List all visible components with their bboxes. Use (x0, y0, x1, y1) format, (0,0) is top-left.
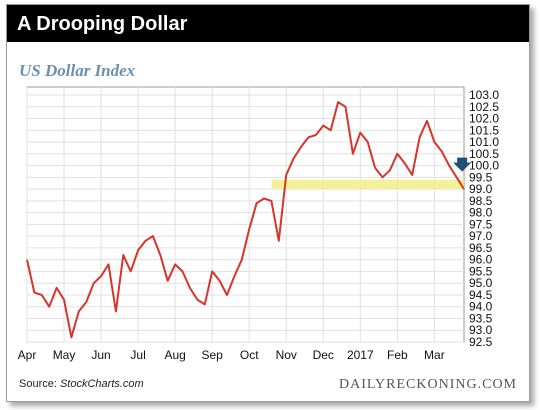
y-tick-label: 98.0 (469, 206, 493, 220)
x-tick-label: Apr (18, 348, 37, 362)
x-tick-label: Jun (91, 348, 110, 362)
x-tick-label: Sep (201, 348, 223, 362)
y-tick-label: 97.0 (469, 229, 493, 243)
x-tick-label: May (53, 348, 76, 362)
y-tick-label: 102.5 (469, 100, 499, 114)
y-tick-label: 94.5 (469, 288, 493, 302)
y-tick-label: 97.5 (469, 217, 493, 231)
x-tick-label: Oct (240, 348, 259, 362)
title-bar: A Drooping Dollar (7, 5, 529, 42)
y-tick-label: 95.0 (469, 276, 493, 290)
x-tick-label: 2017 (347, 348, 374, 362)
y-tick-label: 100.0 (469, 159, 499, 173)
y-tick-label: 93.5 (469, 311, 493, 325)
y-tick-label: 94.0 (469, 300, 493, 314)
y-tick-label: 93.0 (469, 323, 493, 337)
dollar-index-line (26, 101, 465, 339)
y-tick-label: 98.5 (469, 194, 493, 208)
y-tick-label: 102.0 (469, 112, 499, 126)
y-tick-label: 99.5 (469, 170, 493, 184)
x-tick-label: Aug (164, 348, 185, 362)
chart-title: US Dollar Index (19, 61, 136, 80)
x-tick-label: Nov (276, 348, 297, 362)
y-tick-label: 92.5 (469, 335, 493, 349)
x-tick-label: Feb (387, 348, 408, 362)
source-name: StockCharts.com (59, 378, 144, 390)
x-tick-label: Mar (424, 348, 445, 362)
x-tick-label: Jul (130, 348, 145, 362)
chart-card: A Drooping Dollar US Dollar Index Source… (6, 4, 530, 402)
source-note: Source: StockCharts.com (19, 378, 144, 390)
y-tick-label: 96.0 (469, 253, 493, 267)
source-label: Source: (19, 378, 60, 390)
brand-watermark: DAILYRECKONING.COM (339, 377, 517, 392)
y-tick-label: 101.5 (469, 123, 499, 137)
y-tick-label: 103.0 (469, 88, 499, 102)
y-tick-label: 100.5 (469, 147, 499, 161)
support-band (271, 179, 464, 190)
y-tick-label: 95.5 (469, 264, 493, 278)
y-tick-label: 99.0 (469, 182, 493, 196)
down-arrow-icon (453, 157, 472, 172)
y-tick-label: 96.5 (469, 241, 493, 255)
y-tick-label: 101.0 (469, 135, 499, 149)
x-tick-label: Dec (313, 348, 334, 362)
page-title: A Drooping Dollar (17, 13, 188, 35)
plot-frame (26, 86, 465, 343)
